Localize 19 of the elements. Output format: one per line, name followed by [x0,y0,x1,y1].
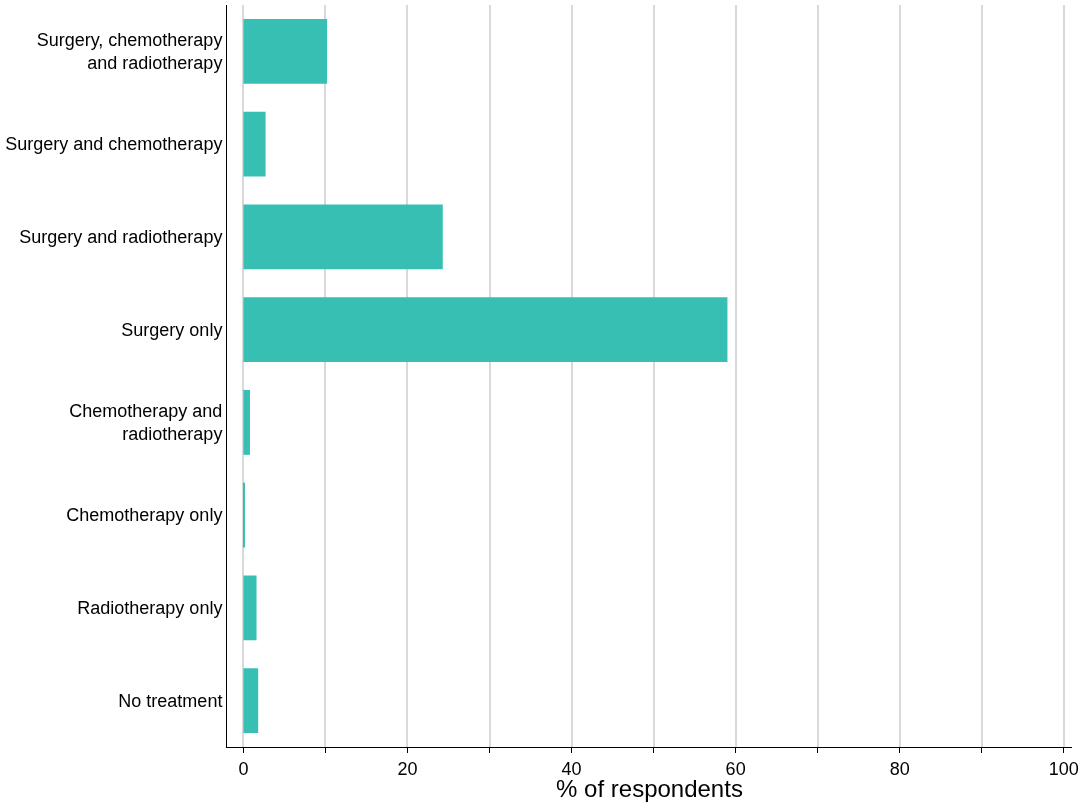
y-tick-label: Chemotherapy only [66,505,223,526]
bar [243,111,266,177]
bar [243,575,257,641]
x-tick-label: 80 [889,758,910,779]
y-tick-label: Radiotherapy only [77,598,223,619]
y-tick-label: Surgery and chemotherapy [5,134,223,155]
y-tick-label: No treatment [118,690,223,711]
y-tick-label: Surgery only [121,319,223,340]
bar [243,389,250,455]
x-tick-label: 0 [238,758,249,779]
bar [243,204,443,270]
bar [243,18,328,84]
bar [243,668,259,734]
y-tick-label: Chemotherapy and radiotherapy [69,400,223,445]
x-tick-label: 20 [397,758,418,779]
x-tick-label: 100 [1048,758,1079,779]
y-tick-label: Surgery, chemotherapy and radiotherapy [36,29,223,74]
bar [243,297,728,363]
y-tick-label: Surgery and radiotherapy [19,227,223,248]
